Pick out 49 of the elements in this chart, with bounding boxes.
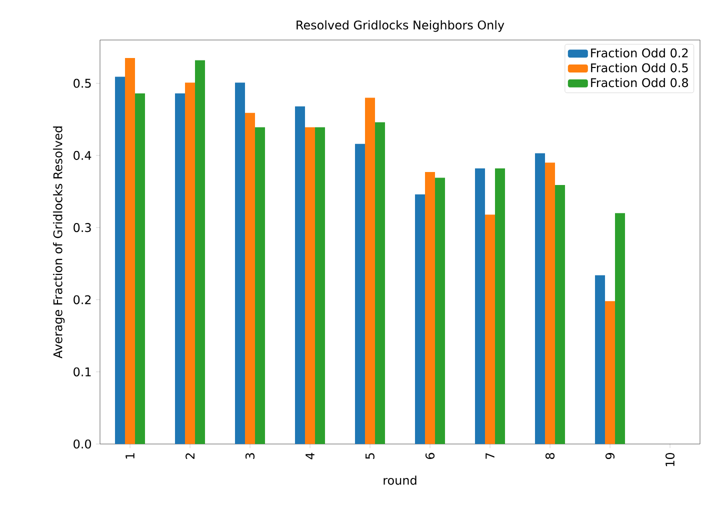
- bar: [375, 122, 386, 444]
- bar: [415, 194, 426, 444]
- x-tick-label: 4: [306, 452, 314, 460]
- x-tick-label: 2: [186, 453, 194, 459]
- bar: [555, 185, 566, 444]
- bar: [365, 98, 376, 444]
- bar: [235, 82, 246, 444]
- bar: [475, 168, 486, 444]
- x-tick-label: 3: [245, 453, 255, 459]
- y-axis-title: Average Fraction of Gridlocks Resolved: [53, 126, 65, 358]
- y-tick-label: 0.3: [74, 223, 91, 232]
- chart-title: Resolved Gridlocks Neighbors Only: [296, 20, 504, 32]
- x-tick-label: 5: [366, 453, 374, 459]
- bar: [495, 168, 506, 444]
- bar: [175, 93, 185, 444]
- bar: [355, 144, 366, 444]
- x-tick-label: 8: [545, 453, 555, 459]
- bar: [135, 93, 145, 444]
- bar: [305, 127, 316, 444]
- x-tick-label: 1: [126, 453, 134, 458]
- x-tick-label: 10: [665, 452, 675, 466]
- y-tick-label: 0.5: [74, 78, 91, 88]
- bar: [595, 275, 606, 444]
- bar: [195, 60, 206, 444]
- legend-label: Fraction Odd 0.8: [591, 78, 688, 88]
- x-axis-title: round: [384, 476, 416, 485]
- bar: [185, 82, 196, 444]
- bar: [115, 76, 125, 444]
- bar: [435, 178, 446, 444]
- y-tick-label: 0.4: [74, 150, 92, 160]
- bar: [315, 127, 326, 444]
- bar: [615, 213, 626, 444]
- bar: [605, 301, 616, 444]
- bar: [255, 127, 266, 444]
- x-tick-label: 7: [486, 453, 494, 459]
- bar: [125, 58, 135, 444]
- legend-label: Fraction Odd 0.2: [591, 48, 688, 58]
- x-tick-label: 6: [425, 452, 435, 459]
- bar: [245, 112, 256, 444]
- legend-label: Fraction Odd 0.5: [591, 63, 688, 72]
- bar: [545, 162, 556, 444]
- bar: [485, 214, 496, 444]
- bar: [295, 106, 306, 444]
- y-tick-label: 0.1: [74, 367, 91, 376]
- y-tick-label: 0.2: [74, 295, 91, 304]
- y-tick-label: 0.0: [74, 439, 92, 449]
- bar: [535, 153, 546, 444]
- x-tick-label: 9: [605, 453, 615, 460]
- bar: [425, 172, 436, 444]
